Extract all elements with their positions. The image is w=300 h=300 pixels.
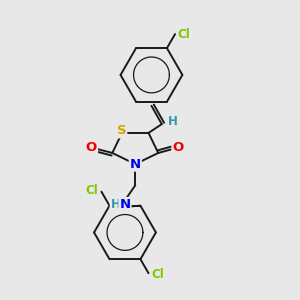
- Text: O: O: [172, 141, 184, 154]
- Text: S: S: [117, 124, 126, 137]
- Text: Cl: Cl: [151, 268, 164, 281]
- Text: N: N: [119, 198, 130, 211]
- Text: H: H: [111, 198, 121, 211]
- Text: Cl: Cl: [85, 184, 98, 197]
- Text: Cl: Cl: [177, 28, 190, 40]
- Text: H: H: [168, 115, 178, 128]
- Text: N: N: [130, 158, 141, 171]
- Text: O: O: [86, 141, 97, 154]
